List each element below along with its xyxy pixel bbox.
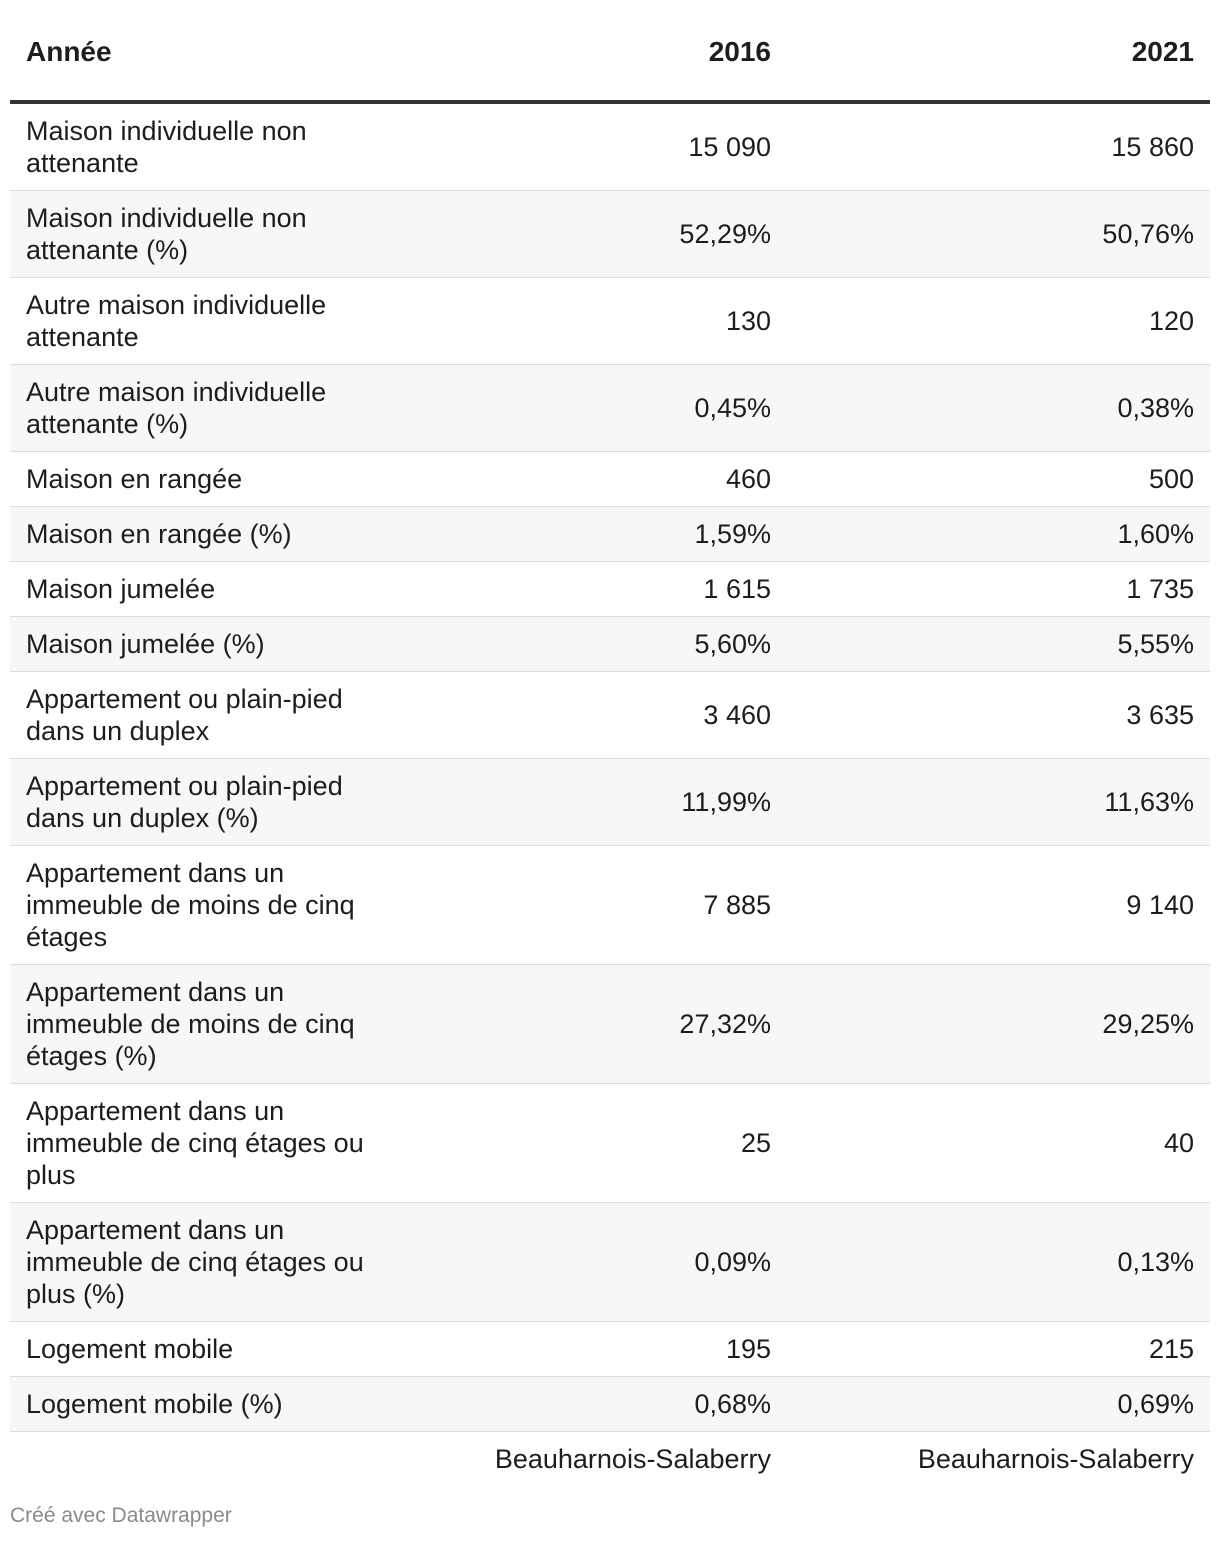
table-row: Appartement ou plain-pied dans un duplex… [10,671,1210,759]
value-cell-2016: 195 [386,1321,787,1377]
value-cell-2021: 215 [787,1321,1210,1377]
value-cell-2021: 9 140 [787,845,1210,965]
table-row: Maison jumelée (%) 5,60% 5,55% [10,616,1210,672]
value-cell-2016: 25 [386,1083,787,1203]
table-row: Logement mobile 195 215 [10,1321,1210,1377]
column-header-year[interactable]: Année [10,0,386,104]
row-label: Maison jumelée [10,561,386,617]
row-label: Maison en rangée (%) [10,506,386,562]
table-row: Appartement dans un immeuble de cinq éta… [10,1202,1210,1322]
row-label: Autre maison individuelle attenante [10,277,386,365]
data-table-container: Année 2016 2021 Maison individuelle non … [10,0,1210,1486]
column-header-2021[interactable]: 2021 [787,0,1210,104]
footer-region-2021: Beauharnois-Salaberry [917,1444,1194,1474]
table-row: Maison individuelle non attenante (%) 52,… [10,190,1210,278]
row-label: Logement mobile [10,1321,386,1377]
value-cell-2016: 0,09% [386,1202,787,1322]
value-cell-2016: 460 [386,451,787,507]
table-row: Maison jumelée 1 615 1 735 [10,561,1210,617]
table-row: Autre maison individuelle attenante 130 12… [10,277,1210,365]
value-cell-2016: 11,99% [386,758,787,846]
value-cell-2016: 7 885 [386,845,787,965]
value-cell-2016: 130 [386,277,787,365]
row-label: Maison individuelle non attenante (%) [10,190,386,278]
table-row: Maison en rangée (%) 1,59% 1,60% [10,506,1210,562]
row-label: Appartement dans un immeuble de cinq éta… [10,1083,386,1203]
value-cell-2016: 1,59% [386,506,787,562]
value-cell-2021: 500 [787,451,1210,507]
value-cell-2021: 40 [787,1083,1210,1203]
row-label: Appartement ou plain-pied dans un duplex [10,671,386,759]
row-label: Appartement dans un immeuble de moins de… [10,964,386,1084]
value-cell-2021: 11,63% [787,758,1210,846]
value-cell-2021: 50,76% [787,190,1210,278]
value-cell-2021: 29,25% [787,964,1210,1084]
table-row: Logement mobile (%) 0,68% 0,69% [10,1376,1210,1432]
credit-text[interactable]: Créé avec Datawrapper [10,1504,232,1527]
row-label: Logement mobile (%) [10,1376,386,1432]
column-header-2016[interactable]: 2016 [386,0,787,104]
value-cell-2016: 5,60% [386,616,787,672]
value-cell-2016: 27,32% [386,964,787,1084]
value-cell-2021: 1,60% [787,506,1210,562]
footer-row: Beauharnois-Salaberry Beauharnois-Salabe… [10,1432,1210,1487]
value-cell-2016: 1 615 [386,561,787,617]
table-row: Appartement dans un immeuble de moins de… [10,845,1210,965]
value-cell-2021: 120 [787,277,1210,365]
table-row: Autre maison individuelle attenante (%) 0… [10,364,1210,452]
value-cell-2021: 0,38% [787,364,1210,452]
value-cell-2021: 15 860 [787,102,1210,191]
row-label: Appartement dans un immeuble de moins de… [10,845,386,965]
value-cell-2016: 0,45% [386,364,787,452]
row-label: Appartement ou plain-pied dans un duplex… [10,758,386,846]
table-row: Maison individuelle non attenante 15 090 1… [10,102,1210,191]
row-label: Maison individuelle non attenante [10,102,386,191]
housing-table: Année 2016 2021 Maison individuelle non … [10,0,1210,1486]
value-cell-2021: 5,55% [787,616,1210,672]
value-cell-2021: 0,69% [787,1376,1210,1432]
value-cell-2016: 3 460 [386,671,787,759]
row-label: Appartement dans un immeuble de cinq éta… [10,1202,386,1322]
value-cell-2016: 52,29% [386,190,787,278]
table-row: Maison en rangée 460 500 [10,451,1210,507]
row-label: Maison jumelée (%) [10,616,386,672]
value-cell-2021: 3 635 [787,671,1210,759]
table-row: Appartement dans un immeuble de moins de… [10,964,1210,1084]
row-label: Maison en rangée [10,451,386,507]
table-row: Appartement ou plain-pied dans un duplex… [10,758,1210,846]
footer-empty-cell [10,1432,386,1487]
footer-region-2016: Beauharnois-Salaberry [494,1444,771,1474]
table-row: Appartement dans un immeuble de cinq éta… [10,1083,1210,1203]
table-body: Maison individuelle non attenante 15 090 1… [10,102,1210,1432]
value-cell-2021: 0,13% [787,1202,1210,1322]
value-cell-2016: 15 090 [386,102,787,191]
value-cell-2021: 1 735 [787,561,1210,617]
header-row: Année 2016 2021 [10,0,1210,104]
value-cell-2016: 0,68% [386,1376,787,1432]
row-label: Autre maison individuelle attenante (%) [10,364,386,452]
